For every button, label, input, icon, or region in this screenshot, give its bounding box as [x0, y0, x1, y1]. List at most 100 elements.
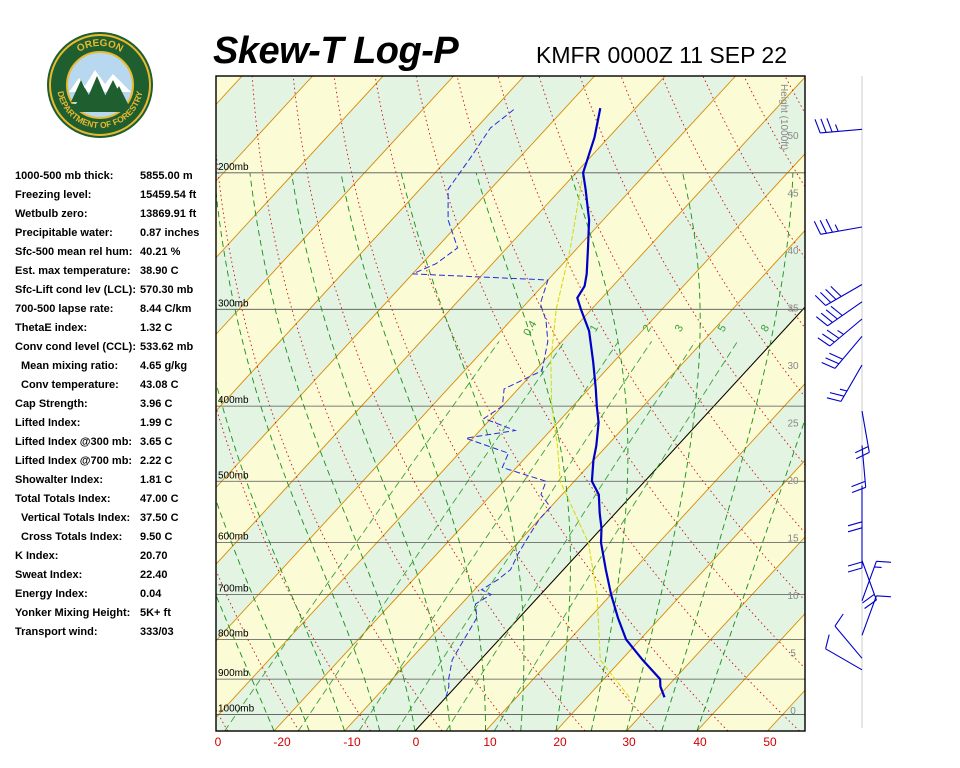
isotherm-line: [838, 76, 960, 731]
temperature-tick-label: 30: [622, 735, 636, 749]
mixing-ratio-line: [445, 341, 696, 731]
index-value: 8.44 C/km: [140, 303, 192, 315]
svg-text:OREGON: OREGON: [75, 38, 125, 55]
station-time-label: KMFR 0000Z 11 SEP 22: [536, 42, 788, 68]
page-title: Skew-T Log-P: [213, 30, 459, 72]
index-label: Cross Totals Index:: [21, 531, 123, 543]
wind-barb: [825, 634, 863, 671]
pressure-label: 400mb: [218, 395, 249, 406]
height-tick-label: 30: [787, 361, 799, 372]
index-row: Yonker Mixing Height: 5K+ ft: [15, 607, 215, 626]
index-label: 700-500 lapse rate:: [15, 303, 114, 315]
temperature-tick-label: 0: [215, 735, 222, 749]
moist-adiabat-line: [249, 172, 416, 731]
pressure-label: 900mb: [218, 668, 249, 679]
mixing-ratio-label: 5: [716, 323, 729, 334]
wind-barb: [813, 218, 863, 235]
wind-barb: [847, 485, 863, 533]
height-tick-label: 5: [790, 649, 796, 660]
index-value: 3.96 C: [140, 398, 173, 410]
pressure-label: 800mb: [218, 628, 249, 639]
index-row: Vertical Totals Index: 37.50 C: [15, 512, 215, 531]
wind-barb: [851, 445, 867, 494]
moist-adiabat-line: [475, 172, 571, 731]
pressure-label: 1000mb: [218, 704, 255, 715]
dewpoint-trace: [412, 107, 552, 698]
index-label: Freezing level:: [15, 189, 92, 201]
wind-barb: [821, 335, 863, 369]
index-row: Precipitable water: 0.87 inches: [15, 227, 215, 246]
index-row: 700-500 lapse rate: 8.44 C/km: [15, 303, 215, 322]
index-label: Sweat Index:: [15, 569, 83, 581]
moist-adiabat-line: [626, 172, 701, 731]
dry-adiabat-line: [826, 76, 960, 731]
index-row: Transport wind: 333/03: [15, 626, 215, 645]
index-label: Transport wind:: [15, 626, 98, 638]
height-axis-title: Height (1000ft): [778, 84, 789, 150]
wind-barb: [826, 364, 863, 402]
index-label: Yonker Mixing Height:: [15, 607, 131, 619]
index-value: 37.50 C: [140, 512, 179, 524]
index-label: Conv cond level (CCL):: [15, 341, 137, 353]
height-tick-label: 10: [787, 591, 799, 602]
moist-adiabat-line: [696, 418, 805, 731]
mixing-ratio-line: [396, 341, 652, 731]
isotherm-line: [555, 459, 805, 731]
dry-adiabat-line: [867, 76, 960, 731]
parcel-trace: [550, 172, 630, 698]
index-value: 533.62 mb: [140, 341, 194, 353]
dry-adiabat-line: [949, 76, 960, 731]
isotherm-line: [485, 383, 805, 731]
wind-barb: [861, 560, 891, 601]
temperature-tick-label: 20: [553, 735, 567, 749]
logo-text-top: OREGON: [75, 38, 125, 55]
index-value: 47.00 C: [140, 493, 179, 505]
index-label: Lifted Index @700 mb:: [15, 455, 133, 467]
isotherm-line: [626, 536, 805, 731]
dry-adiabat-line: [216, 708, 228, 731]
index-value: 13869.91 ft: [140, 208, 197, 220]
mixing-ratio-line: [297, 341, 566, 731]
isotherm-line: [216, 76, 666, 565]
isotherm-band: [216, 76, 243, 105]
index-label: Sfc-Lift cond lev (LCL):: [15, 284, 136, 296]
pressure-label: 300mb: [218, 298, 249, 309]
plot-area: [39, 76, 960, 731]
index-row: Sfc-500 mean rel hum: 40.21 %: [15, 246, 215, 265]
temperature-tick-label: -20: [273, 735, 291, 749]
temperature-tick-label: 10: [483, 735, 497, 749]
moist-adiabat-line: [216, 498, 310, 731]
wind-barb-column: [813, 118, 891, 671]
moist-adiabat-line: [569, 172, 629, 731]
mixing-ratio-label: 2: [641, 323, 654, 334]
height-tick-label: 15: [787, 534, 799, 545]
wind-barb: [861, 595, 891, 636]
moist-adiabat-line: [216, 594, 275, 731]
isotherm-line: [216, 76, 805, 719]
index-row: Lifted Index: 1.99 C: [15, 417, 215, 436]
index-label: Mean mixing ratio:: [21, 360, 119, 372]
isotherm-line: [216, 76, 525, 412]
index-row: Est. max temperature: 38.90 C: [15, 265, 215, 284]
index-row: Mean mixing ratio: 4.65 g/kg: [15, 360, 215, 379]
dry-adiabat-line: [39, 76, 156, 731]
moist-adiabat-line: [340, 172, 486, 731]
wind-barb: [815, 301, 863, 327]
index-row: Sweat Index: 22.40: [15, 569, 215, 588]
height-tick-label: 20: [787, 476, 799, 487]
oregon-department-of-forestry-logo: OREGON DEPARTMENT OF FORESTRY: [47, 32, 153, 138]
mixing-ratio-line: [358, 341, 619, 731]
index-row: Showalter Index: 1.81 C: [15, 474, 215, 493]
index-row: Sfc-Lift cond lev (LCL): 570.30 mb: [15, 284, 215, 303]
logo-trees: [71, 76, 129, 106]
wind-barb: [814, 118, 863, 134]
index-row: K Index: 20.70: [15, 550, 215, 569]
index-label: Lifted Index:: [15, 417, 81, 429]
isotherm-line: [216, 76, 595, 489]
index-label: Total Totals Index:: [15, 493, 111, 505]
index-value: 43.08 C: [140, 379, 179, 391]
mixing-ratio-label: 8: [759, 323, 772, 334]
index-label: Precipitable water:: [15, 227, 113, 239]
temperature-tick-label: 40: [693, 735, 707, 749]
index-row: Lifted Index @700 mb: 2.22 C: [15, 455, 215, 474]
